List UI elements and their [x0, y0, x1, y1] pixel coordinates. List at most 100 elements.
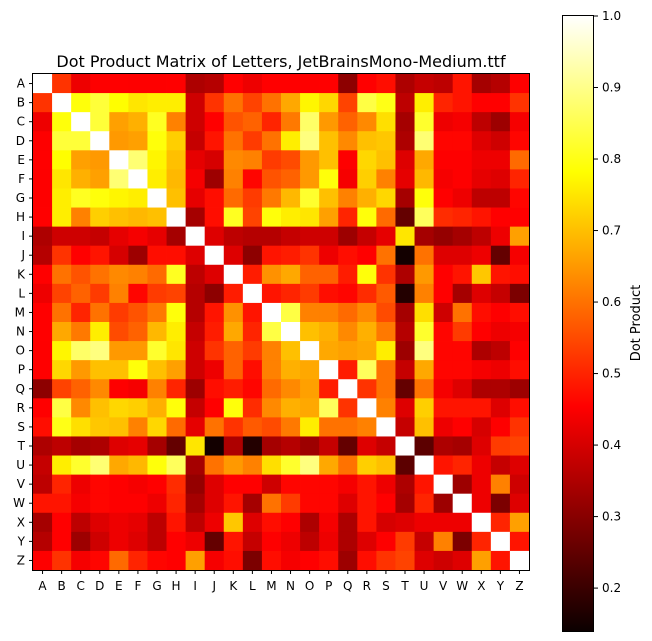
heatmap-cell: [52, 436, 72, 456]
colorbar-tick-label: 0.5: [602, 367, 621, 381]
heatmap-cell: [223, 226, 244, 247]
y-tick-label: G: [16, 191, 25, 205]
heatmap-cell: [395, 302, 415, 323]
heatmap-cell: [319, 131, 339, 151]
heatmap-cell: [376, 360, 396, 380]
heatmap-cell: [490, 302, 511, 323]
heatmap-cell: [471, 512, 492, 533]
heatmap-cell: [433, 493, 454, 514]
heatmap-cell: [376, 512, 396, 533]
heatmap-cell: [376, 245, 396, 266]
heatmap-cell: [147, 245, 167, 266]
heatmap-cell: [52, 188, 72, 208]
heatmap-cell: [261, 131, 282, 151]
heatmap-cell: [90, 455, 110, 476]
heatmap-cell: [452, 550, 473, 571]
heatmap-cell: [471, 226, 492, 247]
heatmap-cell: [52, 150, 72, 170]
heatmap-cell: [223, 112, 244, 132]
heatmap-cell: [395, 245, 415, 266]
heatmap-cell: [338, 550, 358, 571]
heatmap-cell: [128, 455, 148, 476]
heatmap-cell: [414, 341, 435, 361]
heatmap-cell: [90, 493, 110, 514]
heatmap-cell: [166, 455, 187, 476]
heatmap-cell: [71, 398, 91, 418]
heatmap-cell: [166, 493, 187, 514]
heatmap-cell: [33, 474, 53, 495]
heatmap-cell: [147, 74, 167, 94]
heatmap-cell: [33, 226, 53, 247]
heatmap-cell: [90, 264, 110, 285]
heatmap-cell: [414, 512, 435, 533]
heatmap-cell: [71, 245, 91, 266]
heatmap-cell: [452, 150, 473, 170]
heatmap-cell: [52, 360, 72, 380]
heatmap-cell: [261, 550, 282, 571]
heatmap-cell: [242, 322, 263, 342]
heatmap-cell: [261, 74, 282, 94]
y-tick-label: B: [17, 96, 25, 110]
heatmap-cell: [395, 341, 415, 361]
heatmap-cell: [300, 74, 320, 94]
heatmap-cell: [357, 93, 377, 113]
heatmap-cell: [128, 436, 148, 456]
heatmap-cell: [109, 207, 129, 228]
heatmap-cell: [185, 398, 206, 418]
heatmap-cell: [509, 474, 530, 495]
heatmap-cell: [395, 131, 415, 151]
x-tick-label: X: [477, 579, 485, 593]
heatmap-cell: [204, 493, 225, 514]
heatmap-cell: [223, 531, 244, 552]
heatmap-cell: [357, 207, 377, 228]
heatmap-cell: [395, 93, 415, 113]
heatmap-cell: [128, 207, 148, 228]
heatmap-cell: [433, 550, 454, 571]
heatmap-cell: [414, 74, 435, 94]
heatmap-cell: [242, 150, 263, 170]
heatmap-cell: [433, 474, 454, 495]
heatmap-cell: [471, 93, 492, 113]
heatmap-cell: [128, 112, 148, 132]
heatmap-cell: [433, 436, 454, 456]
heatmap-cell: [33, 531, 53, 552]
heatmap-cell: [433, 379, 454, 399]
heatmap-cell: [33, 360, 53, 380]
heatmap-cell: [52, 341, 72, 361]
heatmap-cell: [281, 150, 301, 170]
heatmap-cell: [433, 207, 454, 228]
heatmap-cell: [376, 341, 396, 361]
heatmap-cell: [414, 455, 435, 476]
heatmap-cell: [490, 93, 511, 113]
heatmap-cell: [509, 188, 530, 208]
heatmap-cell: [395, 398, 415, 418]
heatmap-cell: [204, 360, 225, 380]
heatmap-cell: [147, 169, 167, 189]
heatmap-cell: [147, 474, 167, 495]
heatmap-cell: [242, 360, 263, 380]
x-tick-label: V: [439, 579, 448, 593]
heatmap-cell: [185, 531, 206, 552]
y-tick-label: M: [15, 305, 25, 319]
heatmap-cell: [147, 283, 167, 304]
heatmap-cell: [490, 112, 511, 132]
heatmap-cell: [147, 531, 167, 552]
heatmap-cell: [90, 169, 110, 189]
heatmap-cell: [319, 302, 339, 323]
heatmap-cell: [338, 245, 358, 266]
heatmap-cell: [471, 455, 492, 476]
heatmap-cell: [509, 360, 530, 380]
heatmap-cell: [166, 322, 187, 342]
heatmap-cell: [490, 150, 511, 170]
heatmap-cell: [147, 322, 167, 342]
heatmap-cell: [357, 226, 377, 247]
heatmap-cell: [128, 131, 148, 151]
heatmap-cell: [166, 379, 187, 399]
heatmap-cell: [281, 322, 301, 342]
heatmap-cell: [242, 550, 263, 571]
heatmap-cell: [128, 226, 148, 247]
heatmap-cell: [204, 302, 225, 323]
heatmap-cell: [357, 169, 377, 189]
heatmap-cell: [109, 226, 129, 247]
heatmap-cell: [357, 436, 377, 456]
